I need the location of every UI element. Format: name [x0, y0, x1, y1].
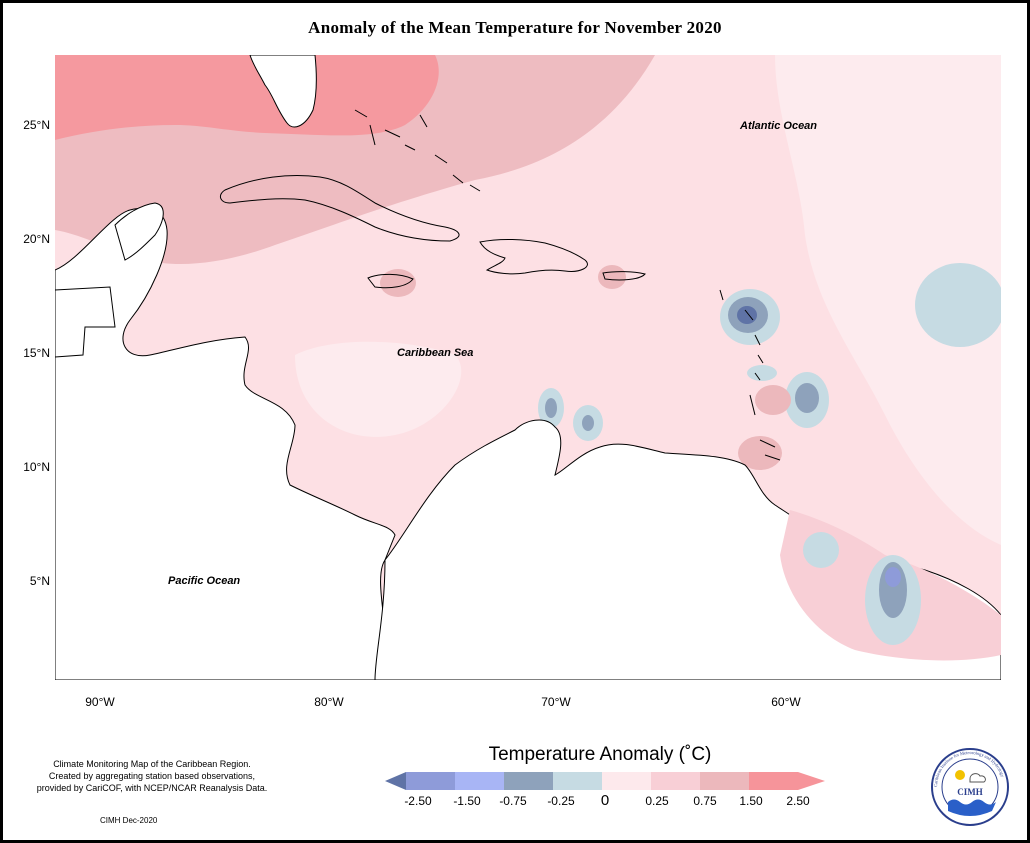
cimh-logo: CIMH Caribbean Institute for Meteorology… — [931, 748, 1009, 826]
logo-text: CIMH — [957, 787, 983, 797]
anomaly-cool-guyana — [803, 532, 839, 568]
legend-swatch-5 — [602, 772, 651, 790]
note-line-1: Climate Monitoring Map of the Caribbean … — [53, 759, 251, 769]
land-cuba — [219, 175, 460, 242]
anomaly-warm-jamaica — [380, 269, 416, 297]
label-caribbean-sea: Caribbean Sea — [397, 347, 474, 359]
anomaly-cool-atlantic — [915, 263, 1001, 347]
anomaly-hot-florida — [55, 55, 439, 140]
lat-label-5n: 5°N — [29, 574, 50, 588]
lon-label-60w: 60°W — [771, 695, 801, 709]
land-florida — [249, 55, 317, 128]
anomaly-warm-puertorico — [598, 265, 626, 289]
label-pacific-ocean: Pacific Ocean — [168, 575, 241, 587]
legend-tick-1: -1.50 — [453, 794, 481, 808]
legend-tick-5: 0.25 — [645, 794, 669, 808]
legend-tick-3: -0.25 — [547, 794, 575, 808]
lat-label-25n: 25°N — [23, 118, 50, 132]
legend-swatch-2 — [455, 772, 504, 790]
waves-icon — [948, 799, 996, 816]
legend-swatch-0 — [385, 772, 406, 790]
legend-tick-2: -0.75 — [499, 794, 527, 808]
anomaly-warm-trinidad — [738, 436, 782, 470]
anomaly-cool-suriname-dark — [885, 567, 901, 587]
legend-swatch-6 — [651, 772, 700, 790]
land-hispaniola — [479, 238, 588, 275]
anomaly-map — [55, 55, 1001, 680]
legend-swatch-4 — [553, 772, 602, 790]
land-central-america — [55, 207, 396, 680]
map-description: Climate Monitoring Map of the Caribbean … — [22, 758, 282, 794]
anomaly-light-caribbean — [295, 341, 462, 437]
anomaly-cool-curacao-core — [582, 415, 594, 431]
issue-stamp: CIMH Dec-2020 — [100, 816, 158, 825]
lon-label-70w: 70°W — [541, 695, 571, 709]
lat-label-20n: 20°N — [23, 232, 50, 246]
land-bahamas — [354, 109, 481, 192]
anomaly-cool-guadeloupe-dark — [737, 306, 757, 324]
legend-tick-8: 2.50 — [786, 794, 810, 808]
lon-label-80w: 80°W — [314, 695, 344, 709]
legend-tick-4: 0 — [600, 792, 610, 809]
legend-swatch-8 — [749, 772, 825, 790]
cloud-icon — [969, 773, 986, 783]
land-puerto-rico — [602, 271, 646, 281]
legend-tick-0: -2.50 — [404, 794, 432, 808]
legend-swatch-3 — [504, 772, 553, 790]
land-jamaica — [367, 273, 414, 289]
land-lesser-antilles — [719, 289, 781, 461]
anomaly-warm-tobago — [755, 385, 791, 415]
lon-label-90w: 90°W — [85, 695, 115, 709]
land-yucatan — [114, 202, 164, 261]
anomaly-cool-barbados-core — [795, 383, 819, 413]
legend-swatch-7 — [700, 772, 749, 790]
note-line-3: provided by CariCOF, with NCEP/NCAR Rean… — [36, 783, 268, 793]
color-legend — [385, 772, 825, 790]
legend-tick-7: 1.50 — [739, 794, 763, 808]
anomaly-cool-stlucia — [747, 365, 777, 381]
lat-label-15n: 15°N — [23, 346, 50, 360]
legend-tick-6: 0.75 — [693, 794, 717, 808]
anomaly-cool-aruba-core — [545, 398, 557, 418]
map-title: Anomaly of the Mean Temperature for Nove… — [308, 18, 722, 37]
sun-icon — [955, 770, 965, 780]
land-mexico-border — [55, 286, 116, 358]
anomaly-light-east — [775, 55, 1001, 545]
lat-label-10n: 10°N — [23, 460, 50, 474]
legend-title: Temperature Anomaly (˚C) — [488, 744, 712, 765]
note-line-2: Created by aggregating station based obs… — [48, 771, 256, 781]
label-atlantic-ocean: Atlantic Ocean — [740, 120, 818, 132]
legend-swatch-1 — [406, 772, 455, 790]
